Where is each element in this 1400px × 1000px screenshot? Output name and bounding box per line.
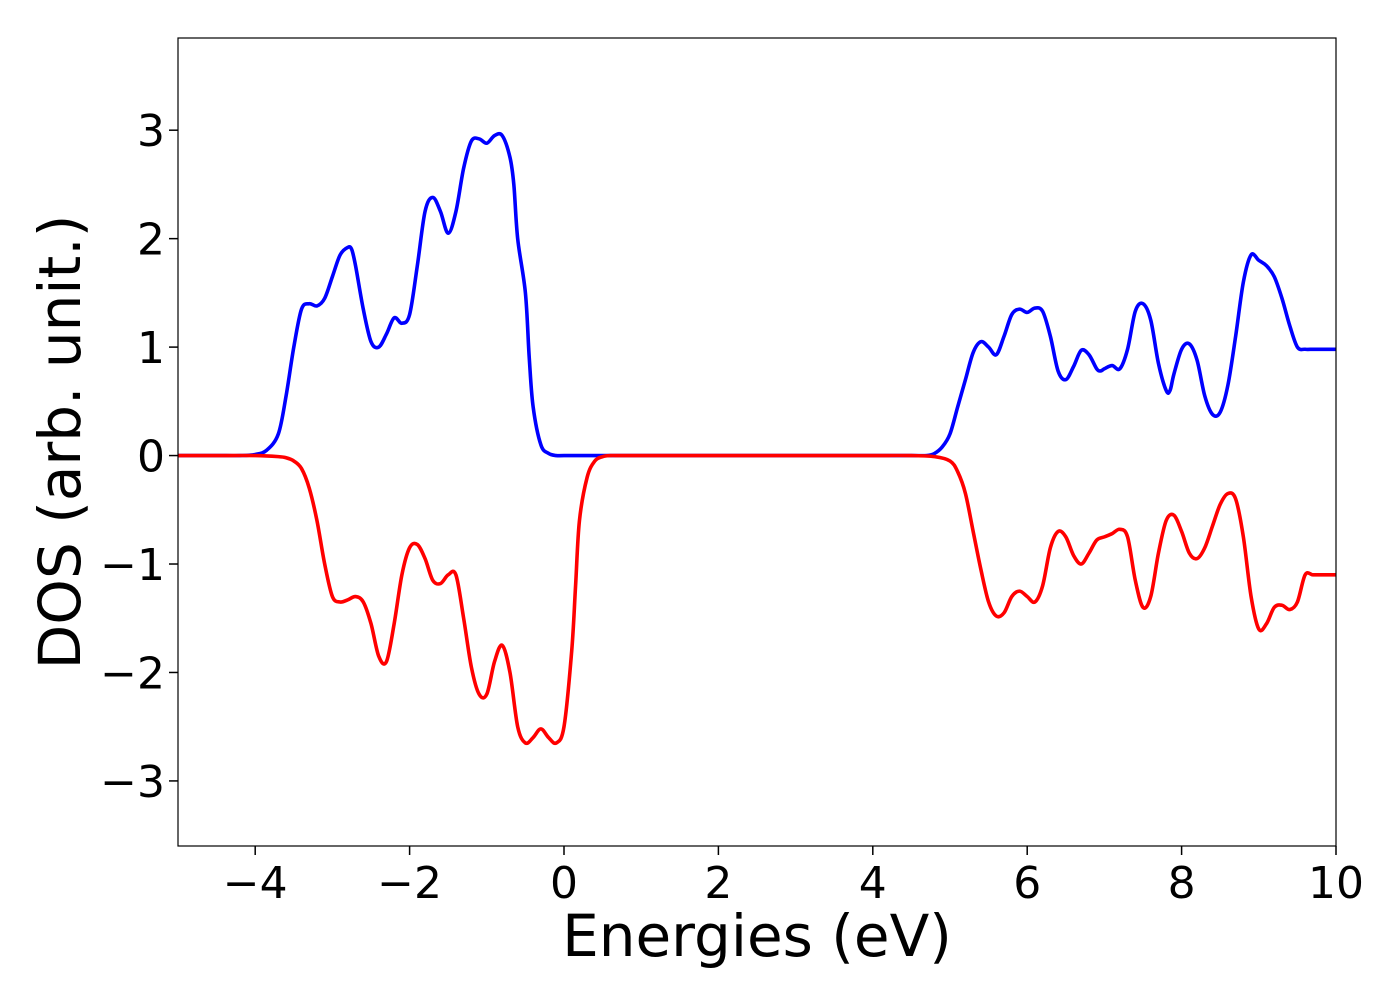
y-tick-label: 3: [137, 106, 165, 157]
x-tick-label: 8: [1168, 858, 1196, 909]
plot-area: [178, 131, 1336, 746]
series-line-blue: [178, 131, 1336, 458]
y-tick-label: 1: [137, 323, 165, 374]
x-tick-label: 10: [1308, 858, 1364, 909]
x-axis: −4 −2 0 2 4 6 8 10: [223, 846, 1364, 909]
x-tick-label: −4: [223, 858, 288, 909]
x-axis-label: Energies (eV): [562, 902, 952, 970]
x-tick-label: 6: [1013, 858, 1041, 909]
series-line-red: [178, 453, 1336, 746]
y-tick-label: 0: [137, 432, 165, 483]
plot-frame: [177, 37, 1337, 847]
y-axis: −3 −2 −1 0 1 2 3: [100, 106, 178, 808]
y-tick-label: −3: [100, 757, 165, 808]
y-tick-label: 2: [137, 215, 165, 266]
y-tick-label: −2: [100, 648, 165, 699]
x-tick-label: −2: [377, 858, 442, 909]
y-axis-label: DOS (arb. unit.): [26, 215, 94, 670]
x-tick-label: 0: [550, 858, 578, 909]
y-tick-label: −1: [100, 540, 165, 591]
x-tick-label: 4: [859, 858, 887, 909]
x-tick-label: 2: [704, 858, 732, 909]
